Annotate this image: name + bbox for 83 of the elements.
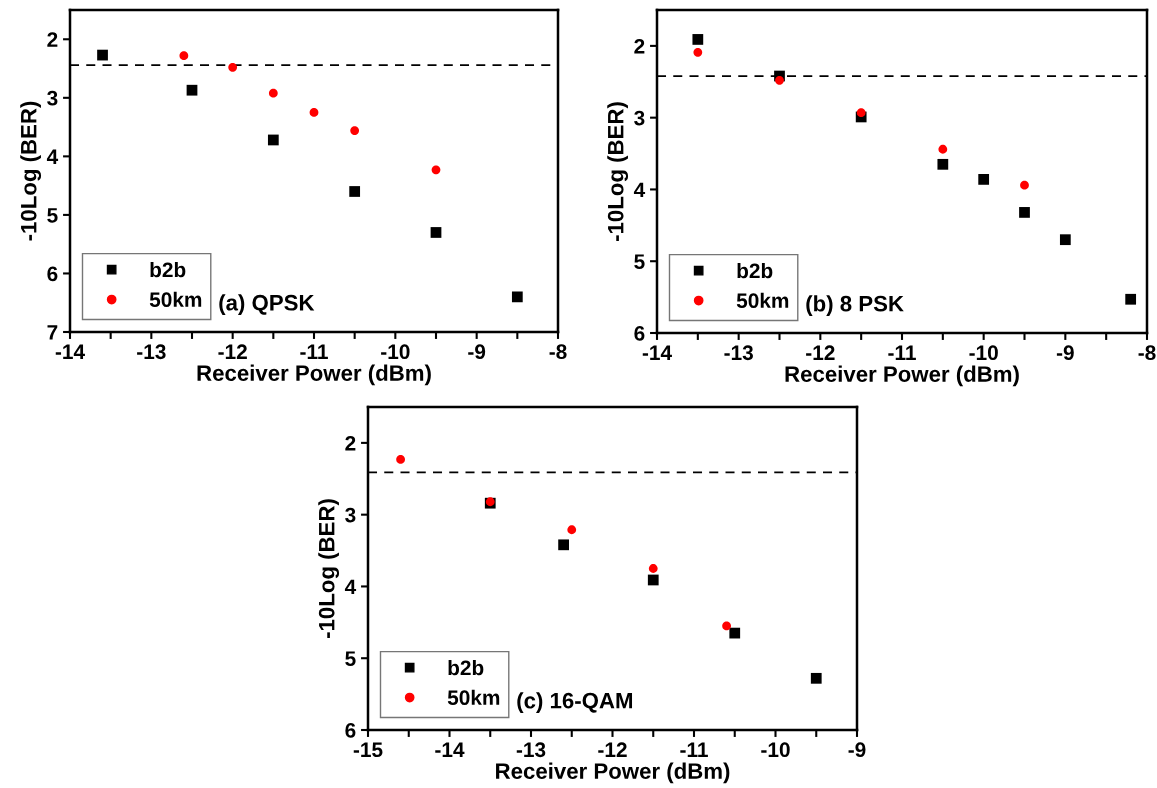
x-tick-label: -14 — [642, 345, 672, 360]
x-tick-label: -14 — [55, 344, 85, 359]
point — [97, 49, 108, 61]
point — [729, 627, 741, 639]
x-tick-label: -13 — [724, 345, 753, 361]
point — [1059, 234, 1071, 246]
point — [938, 144, 948, 154]
x-axis-title: Receiver Power (dBm) — [785, 365, 1019, 387]
y-tick-label: 3 — [345, 507, 356, 523]
point — [350, 126, 360, 135]
point — [396, 455, 405, 464]
point — [558, 539, 569, 551]
y-tick-label: 4 — [46, 149, 59, 164]
x-tick-label: -8 — [1138, 345, 1156, 361]
y-tick-label: 4 — [633, 182, 646, 197]
y-tick-label: 3 — [47, 90, 58, 106]
legend-label: 50km — [736, 292, 789, 309]
y-axis-title: -10Log (BER) — [318, 499, 340, 638]
y-tick-label: 6 — [47, 266, 58, 282]
point — [567, 525, 577, 535]
x-tick-label: -9 — [848, 742, 866, 758]
x-tick-label: -9 — [1056, 345, 1074, 361]
annotation: (a) QPSK — [219, 294, 315, 315]
point — [722, 621, 731, 631]
y-tick-label: 5 — [47, 208, 58, 223]
x-tick-label: -15 — [353, 742, 383, 758]
point — [1020, 180, 1029, 190]
point — [937, 158, 949, 170]
point — [267, 134, 279, 146]
annotation: (c) 16-QAM — [517, 692, 633, 713]
y-tick-label: 5 — [634, 254, 645, 269]
x-tick-label: -10 — [969, 345, 998, 361]
y-axis-title: -10Log (BER) — [20, 101, 42, 241]
x-tick-label: -11 — [300, 344, 328, 359]
x-tick-label: -13 — [516, 742, 546, 758]
point — [692, 34, 704, 45]
point — [268, 88, 278, 98]
point — [647, 574, 659, 586]
point — [1019, 207, 1030, 218]
y-tick-label: 2 — [47, 32, 58, 47]
point — [309, 108, 319, 117]
x-tick-label: -12 — [218, 344, 247, 359]
point — [856, 108, 866, 118]
x-tick-label: -8 — [549, 344, 567, 360]
legend-label: b2b — [448, 659, 484, 676]
y-axis-title: -10Log (BER) — [607, 102, 629, 241]
x-tick-label: -14 — [435, 742, 465, 757]
x-tick-label: -10 — [761, 742, 790, 758]
point — [228, 62, 238, 72]
x-tick-label: -9 — [468, 344, 486, 360]
annotation: (b) 8 PSK — [806, 295, 904, 316]
x-tick-label: -10 — [381, 344, 410, 360]
point — [648, 564, 658, 573]
y-tick-label: 2 — [345, 435, 356, 451]
legend-label: b2b — [150, 261, 186, 278]
x-tick-label: -12 — [806, 345, 835, 360]
y-tick-label: 2 — [634, 38, 645, 54]
point — [430, 227, 442, 238]
point — [431, 165, 441, 175]
x-tick-label: -11 — [888, 345, 916, 360]
x-axis-title: Receiver Power (dBm) — [496, 762, 730, 784]
legend-label: b2b — [737, 262, 773, 279]
point — [693, 47, 703, 57]
point — [186, 84, 198, 96]
y-tick-label: 6 — [634, 326, 645, 341]
x-tick-label: -11 — [680, 742, 708, 757]
point — [511, 291, 523, 303]
point — [1125, 293, 1137, 305]
legend-label: 50km — [447, 689, 500, 706]
y-tick-label: 6 — [345, 723, 356, 738]
point — [775, 75, 784, 85]
point — [810, 672, 822, 684]
x-axis-title: Receiver Power (dBm) — [197, 364, 431, 386]
y-tick-label: 7 — [47, 325, 58, 340]
legend-label: 50km — [149, 291, 202, 308]
point — [978, 174, 990, 185]
y-tick-label: 5 — [345, 651, 356, 666]
point — [179, 51, 189, 61]
point — [349, 186, 361, 197]
x-tick-label: -13 — [137, 344, 166, 360]
x-tick-label: -12 — [598, 742, 627, 757]
y-tick-label: 3 — [634, 110, 645, 126]
y-tick-label: 4 — [344, 579, 357, 594]
